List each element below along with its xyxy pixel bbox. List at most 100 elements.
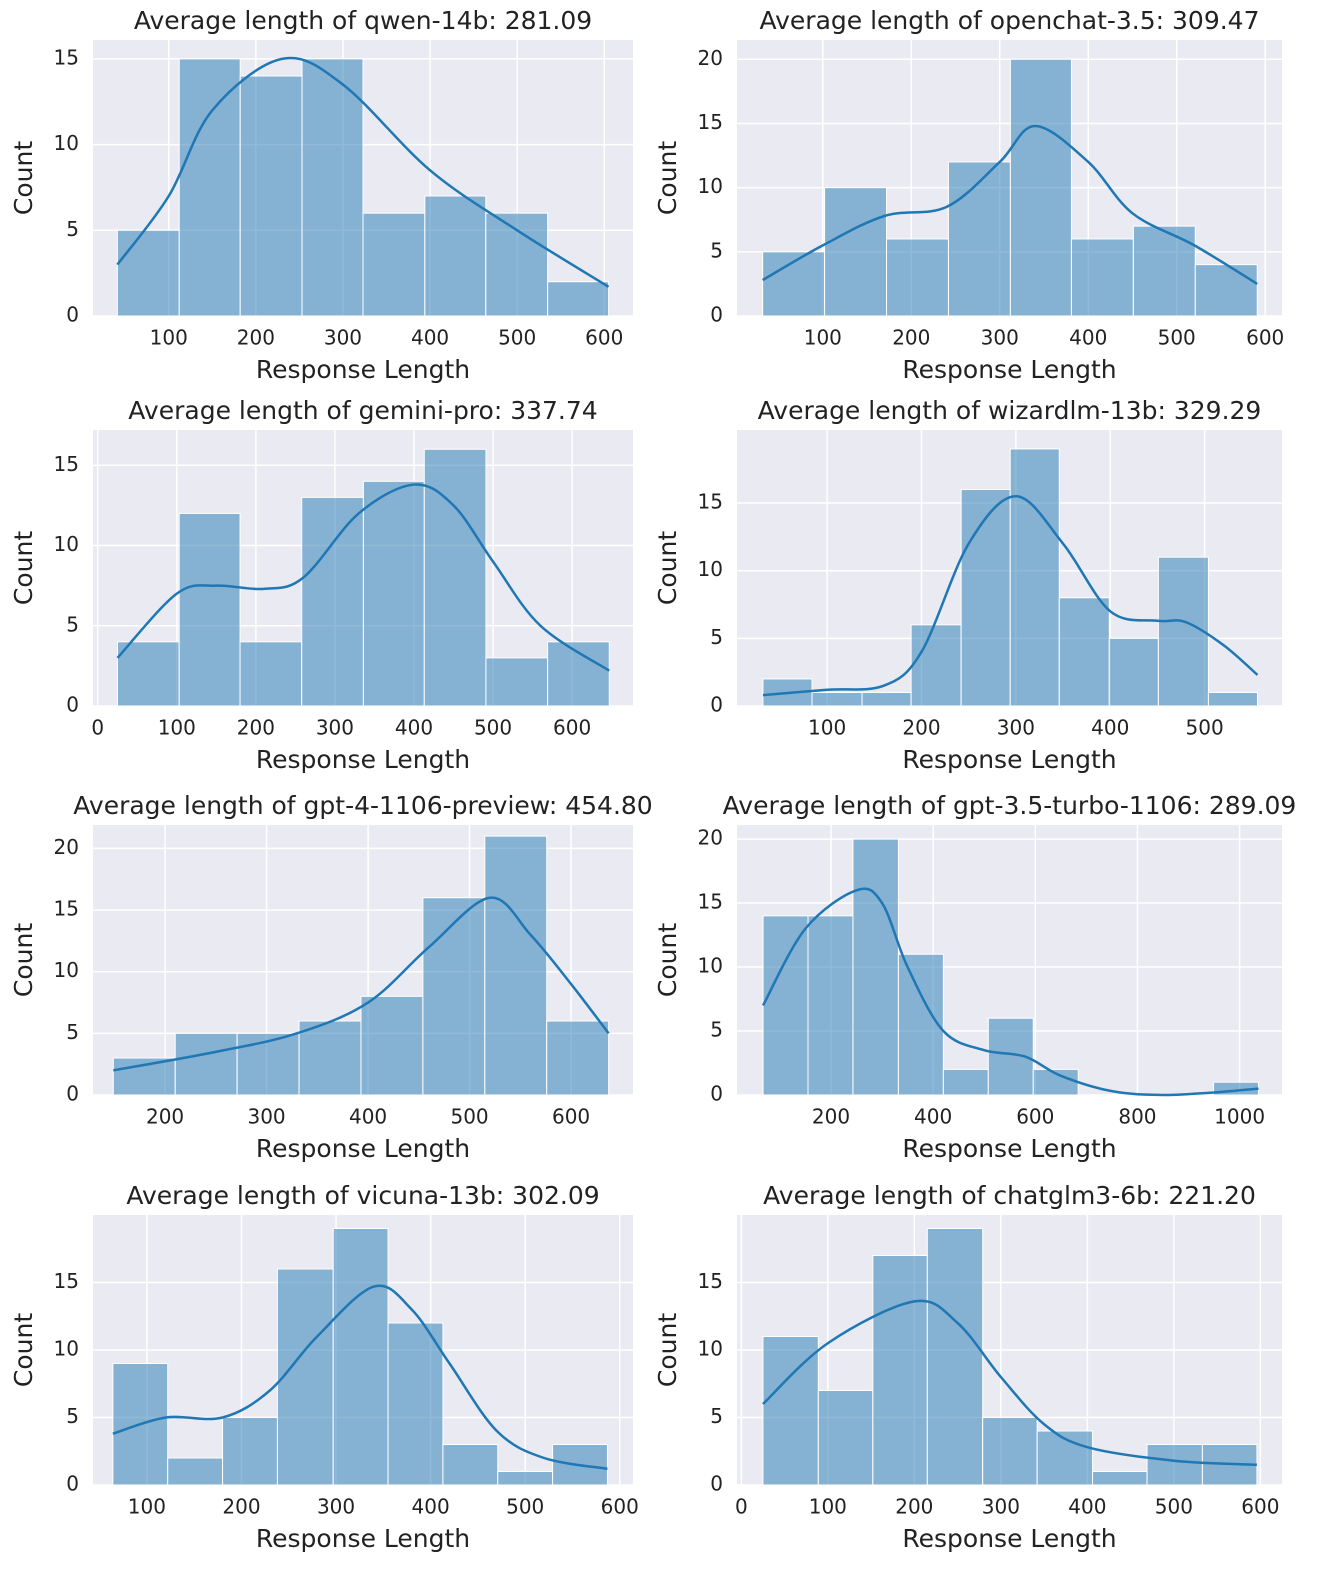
bar <box>1070 238 1134 317</box>
y-tick-label: 0 <box>66 303 79 327</box>
y-tick-label: 5 <box>66 1404 79 1428</box>
bar <box>982 1417 1038 1486</box>
x-tick-label: 100 <box>150 326 188 350</box>
chart-title: Average length of gemini-pro: 337.74 <box>128 396 597 425</box>
chart-title: Average length of openchat-3.5: 309.47 <box>759 6 1259 35</box>
y-tick-label: 0 <box>710 1082 723 1106</box>
x-tick-label: 500 <box>1155 1495 1193 1519</box>
bar <box>423 448 487 707</box>
bar <box>497 1471 554 1486</box>
kde-line <box>762 495 1259 697</box>
bar <box>116 229 180 317</box>
x-tick-label: 600 <box>1016 1105 1054 1129</box>
bar <box>1207 691 1258 707</box>
x-tick-label: 400 <box>412 1495 450 1519</box>
bar <box>222 1417 278 1486</box>
bar <box>1058 597 1110 707</box>
bar <box>485 657 549 707</box>
kde-line <box>762 1299 1257 1466</box>
x-tick-label: 300 <box>324 326 362 350</box>
bar <box>174 1032 238 1096</box>
x-tick-label: 0 <box>91 716 104 740</box>
x-tick-label: 200 <box>812 1105 850 1129</box>
x-tick-label: 500 <box>450 1105 488 1129</box>
bar <box>942 1068 989 1096</box>
x-axis-label: Response Length <box>256 355 470 384</box>
x-tick-label: 400 <box>1069 326 1107 350</box>
chart-title: Average length of qwen-14b: 281.09 <box>134 6 592 35</box>
y-tick-label: 0 <box>710 693 723 717</box>
x-tick-label: 200 <box>895 1495 933 1519</box>
y-tick-label: 10 <box>54 1337 79 1361</box>
y-axis-label: Count <box>9 141 38 215</box>
x-tick-label: 100 <box>804 326 842 350</box>
bar <box>298 1020 362 1096</box>
x-tick-label: 800 <box>1118 1105 1156 1129</box>
x-tick-label: 1000 <box>1214 1105 1265 1129</box>
bar <box>762 915 809 1096</box>
x-tick-label: 600 <box>1241 1495 1279 1519</box>
bar <box>387 1322 444 1486</box>
x-tick-label: 600 <box>601 1495 639 1519</box>
bar <box>1108 637 1159 707</box>
x-tick-label: 200 <box>892 326 930 350</box>
y-tick-label: 15 <box>698 890 723 914</box>
x-tick-label: 600 <box>585 326 623 350</box>
x-tick-label: 600 <box>552 1105 590 1129</box>
y-tick-label: 20 <box>698 826 723 850</box>
panel: 100 200 300 400 500 600 0 5 10 15 Average length o… <box>9 1181 639 1553</box>
bar <box>1157 556 1209 707</box>
x-axis-label: Response Length <box>256 1524 470 1553</box>
y-tick-label: 10 <box>698 954 723 978</box>
bar <box>424 195 487 317</box>
bar <box>360 995 424 1096</box>
x-tick-label: 100 <box>809 1495 847 1519</box>
kde-line <box>113 896 610 1072</box>
kde-line <box>116 483 610 672</box>
x-tick-label: 400 <box>349 1105 387 1129</box>
x-tick-label: 300 <box>982 1495 1020 1519</box>
x-tick-label: 300 <box>316 716 354 740</box>
bar <box>1194 264 1258 317</box>
y-tick-label: 10 <box>54 532 79 556</box>
x-tick-label: 100 <box>158 716 196 740</box>
bar <box>1009 58 1072 317</box>
bar <box>332 1228 389 1486</box>
bar <box>824 187 888 317</box>
x-tick-label: 300 <box>997 716 1035 740</box>
bar <box>112 1057 176 1096</box>
bar <box>178 58 241 317</box>
y-tick-label: 15 <box>54 452 79 476</box>
x-tick-label: 400 <box>914 1105 952 1129</box>
y-tick-label: 5 <box>710 238 723 262</box>
y-tick-label: 15 <box>54 45 79 69</box>
bar <box>362 212 426 317</box>
bar <box>807 915 854 1096</box>
x-tick-label: 300 <box>317 1495 355 1519</box>
y-tick-label: 0 <box>66 693 79 717</box>
y-tick-label: 20 <box>54 835 79 859</box>
x-tick-label: 500 <box>498 326 536 350</box>
bar <box>484 835 548 1096</box>
x-tick-label: 0 <box>735 1495 748 1519</box>
chart-title: Average length of gpt-3.5-turbo-1106: 28… <box>723 791 1297 820</box>
y-tick-label: 5 <box>66 1020 79 1044</box>
bar <box>861 691 912 707</box>
x-axis-label: Response Length <box>902 1524 1116 1553</box>
bar <box>547 281 610 317</box>
y-tick-label: 20 <box>698 46 723 70</box>
y-tick-label: 0 <box>66 1082 79 1106</box>
y-axis-label: Count <box>9 923 38 997</box>
chart-title: Average length of vicuna-13b: 302.09 <box>126 1181 599 1210</box>
bar <box>422 897 486 1096</box>
x-tick-label: 200 <box>222 1495 260 1519</box>
y-axis-label: Count <box>653 531 682 605</box>
x-tick-label: 600 <box>553 716 591 740</box>
x-tick-label: 500 <box>474 716 512 740</box>
bar <box>960 489 1011 707</box>
x-tick-label: 500 <box>1186 716 1224 740</box>
y-tick-label: 5 <box>710 1404 723 1428</box>
bar <box>301 58 364 317</box>
